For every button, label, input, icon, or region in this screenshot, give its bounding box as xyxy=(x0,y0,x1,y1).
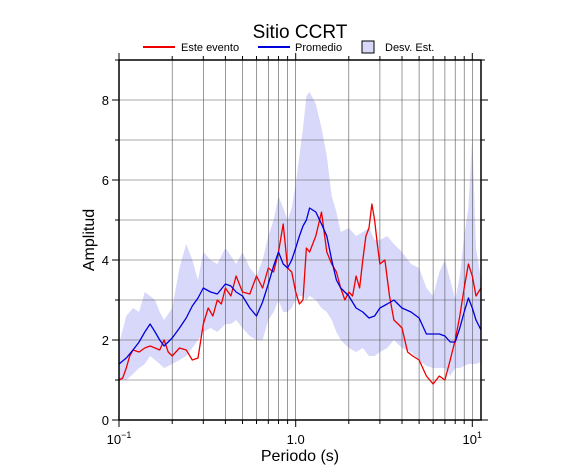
chart-title: Sitio CCRT xyxy=(253,22,348,43)
tick-layer xyxy=(112,53,488,427)
x-tick-label: 10−1 xyxy=(107,430,132,447)
chart-legend: Este evento Promedio Desv. Est. xyxy=(143,40,434,54)
x-axis-title: Periodo (s) xyxy=(261,448,339,465)
x-tick-label: 1.0 xyxy=(287,432,305,447)
legend-std-label: Desv. Est. xyxy=(385,42,434,54)
y-tick-label: 0 xyxy=(102,413,109,428)
y-tick-label: 6 xyxy=(102,173,109,188)
y-tick-label: 4 xyxy=(102,253,109,268)
tick-label-layer: 0 2 4 6 8 10−1 1.0 101 xyxy=(102,93,482,447)
y-tick-label: 2 xyxy=(102,333,109,348)
y-tick-label: 8 xyxy=(102,93,109,108)
y-axis-title: Amplitud xyxy=(81,209,98,271)
legend-event-label: Este evento xyxy=(181,42,239,54)
legend-mean-label: Promedio xyxy=(295,42,342,54)
legend-std-swatch xyxy=(361,40,375,54)
series-layer xyxy=(118,203,482,385)
grid-layer xyxy=(119,60,481,420)
mean-series-line xyxy=(118,207,482,365)
plot-frame xyxy=(118,59,482,421)
x-tick-label: 101 xyxy=(463,430,482,447)
event-series-line xyxy=(118,203,482,385)
